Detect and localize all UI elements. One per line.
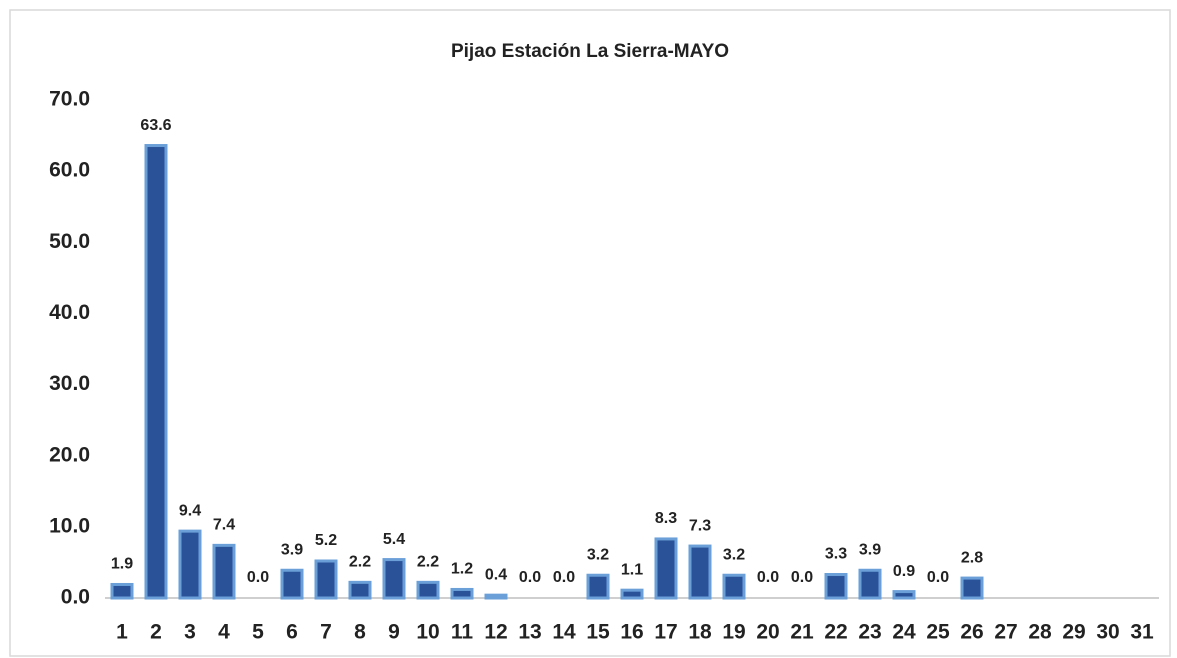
- chart-frame: [9, 9, 1171, 657]
- data-label: 0.0: [247, 569, 269, 586]
- x-tick-label: 16: [620, 621, 643, 644]
- bar: [110, 582, 134, 600]
- y-tick-label: 50.0: [49, 230, 90, 253]
- x-tick-label: 13: [518, 621, 541, 644]
- x-tick-label: 9: [388, 621, 400, 644]
- data-label: 1.2: [451, 561, 473, 578]
- bar: [178, 529, 202, 600]
- data-label: 0.4: [485, 566, 507, 583]
- data-label: 3.2: [723, 546, 745, 563]
- bar: [212, 543, 236, 600]
- bar: [892, 590, 916, 600]
- data-label: 0.0: [927, 569, 949, 586]
- data-label: 0.0: [757, 569, 779, 586]
- y-tick-label: 60.0: [49, 159, 90, 182]
- data-label: 2.2: [349, 554, 371, 571]
- bar: [620, 588, 644, 600]
- x-tick-label: 10: [416, 621, 439, 644]
- data-label: 0.0: [519, 569, 541, 586]
- x-tick-label: 2: [150, 621, 162, 644]
- x-tick-label: 1: [116, 621, 128, 644]
- x-tick-label: 3: [184, 621, 196, 644]
- data-label: 0.0: [791, 569, 813, 586]
- x-tick-label: 27: [994, 621, 1017, 644]
- data-label: 63.6: [140, 117, 171, 134]
- x-tick-label: 11: [451, 621, 474, 644]
- x-tick-label: 28: [1028, 621, 1052, 644]
- x-tick-label: 8: [354, 621, 366, 644]
- data-label: 1.9: [111, 556, 133, 573]
- x-tick-label: 18: [688, 621, 712, 644]
- x-tick-label: 23: [858, 621, 881, 644]
- bar: [688, 544, 712, 600]
- x-tick-label: 4: [218, 621, 230, 644]
- x-tick-label: 6: [286, 621, 298, 644]
- bar: [314, 559, 338, 600]
- x-tick-label: 21: [790, 621, 814, 644]
- bar: [450, 587, 474, 600]
- y-tick-label: 20.0: [49, 443, 90, 466]
- y-tick-label: 30.0: [49, 372, 90, 395]
- data-label: 3.9: [859, 541, 881, 558]
- bar: [722, 573, 746, 600]
- data-label: 7.3: [689, 517, 711, 534]
- data-label: 3.3: [825, 546, 847, 563]
- chart-title: Pijao Estación La Sierra-MAYO: [451, 41, 729, 62]
- data-label: 0.9: [893, 563, 915, 580]
- bar: [824, 573, 848, 600]
- x-tick-label: 20: [756, 621, 779, 644]
- bar: [382, 558, 406, 600]
- x-tick-label: 14: [552, 621, 576, 644]
- bar: [484, 593, 508, 600]
- data-label: 7.4: [213, 517, 235, 534]
- data-label: 3.9: [281, 541, 303, 558]
- x-tick-label: 17: [654, 621, 677, 644]
- data-label: 9.4: [179, 502, 201, 519]
- bar: [858, 568, 882, 600]
- x-tick-label: 25: [926, 621, 950, 644]
- data-label: 1.1: [621, 561, 643, 578]
- x-tick-label: 24: [892, 621, 916, 644]
- bar: [654, 537, 678, 600]
- data-label: 0.0: [553, 569, 575, 586]
- x-tick-label: 5: [252, 621, 264, 644]
- x-tick-label: 30: [1096, 621, 1119, 644]
- x-tick-label: 26: [960, 621, 983, 644]
- data-label: 2.8: [961, 549, 983, 566]
- bar: [144, 144, 168, 600]
- bar: [960, 576, 984, 600]
- bar: [416, 580, 440, 600]
- data-label: 3.2: [587, 546, 609, 563]
- x-tick-label: 29: [1062, 621, 1085, 644]
- x-tick-label: 22: [824, 621, 847, 644]
- data-label: 2.2: [417, 554, 439, 571]
- bar: [586, 573, 610, 600]
- x-tick-label: 19: [722, 621, 745, 644]
- y-tick-label: 70.0: [49, 88, 90, 111]
- data-label: 8.3: [655, 510, 677, 527]
- data-label: 5.2: [315, 532, 337, 549]
- x-tick-label: 31: [1130, 621, 1154, 644]
- x-tick-label: 15: [586, 621, 610, 644]
- y-tick-label: 10.0: [49, 514, 90, 537]
- bar: [348, 580, 372, 600]
- bar: [280, 568, 304, 600]
- x-tick-label: 7: [320, 621, 332, 644]
- y-tick-label: 40.0: [49, 301, 90, 324]
- data-label: 5.4: [383, 531, 405, 548]
- y-tick-label: 0.0: [61, 586, 90, 609]
- x-tick-label: 12: [484, 621, 507, 644]
